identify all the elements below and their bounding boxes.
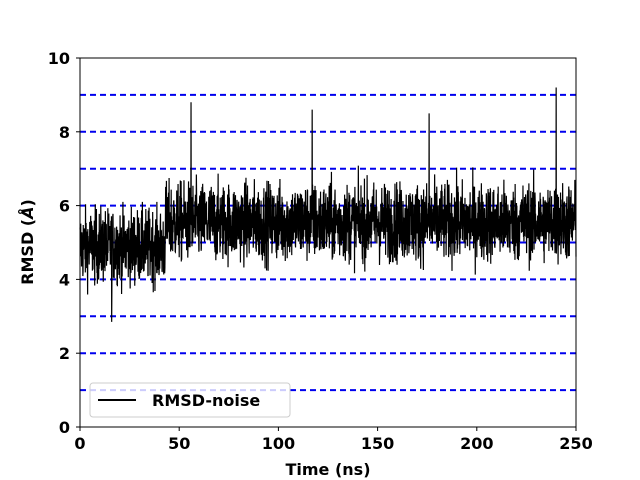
legend: RMSD-noise [89, 382, 291, 418]
y-axis-label: RMSD (Å) [18, 199, 37, 285]
x-axis: 0 50 100 150 200 250 [74, 427, 593, 453]
y-tick-label: 8 [59, 123, 70, 142]
y-tick-label: 6 [59, 197, 70, 216]
x-tick-label: 0 [74, 434, 85, 453]
x-tick-label: 50 [168, 434, 190, 453]
y-axis-label-end: ) [18, 199, 37, 206]
x-tick-label: 250 [559, 434, 592, 453]
x-tick-label: 200 [460, 434, 493, 453]
x-tick-label: 100 [262, 434, 295, 453]
legend-label: RMSD-noise [152, 391, 260, 410]
x-tick-label: 150 [361, 434, 394, 453]
y-axis: 0 2 4 6 8 10 [48, 49, 80, 437]
plot-frame [79, 57, 577, 428]
legend-box [89, 382, 291, 418]
series-line-rmsd-noise [79, 87, 577, 322]
reference-lines [80, 93, 576, 392]
x-axis-label: Time (ns) [285, 460, 370, 479]
y-axis-label-main: RMSD ( [18, 219, 37, 285]
y-tick-label: 10 [48, 49, 70, 68]
y-tick-label: 4 [59, 270, 70, 289]
y-tick-label: 2 [59, 344, 70, 363]
y-tick-label: 0 [59, 418, 70, 437]
series-group [79, 87, 577, 322]
y-axis-label-unit: Å [18, 206, 37, 220]
